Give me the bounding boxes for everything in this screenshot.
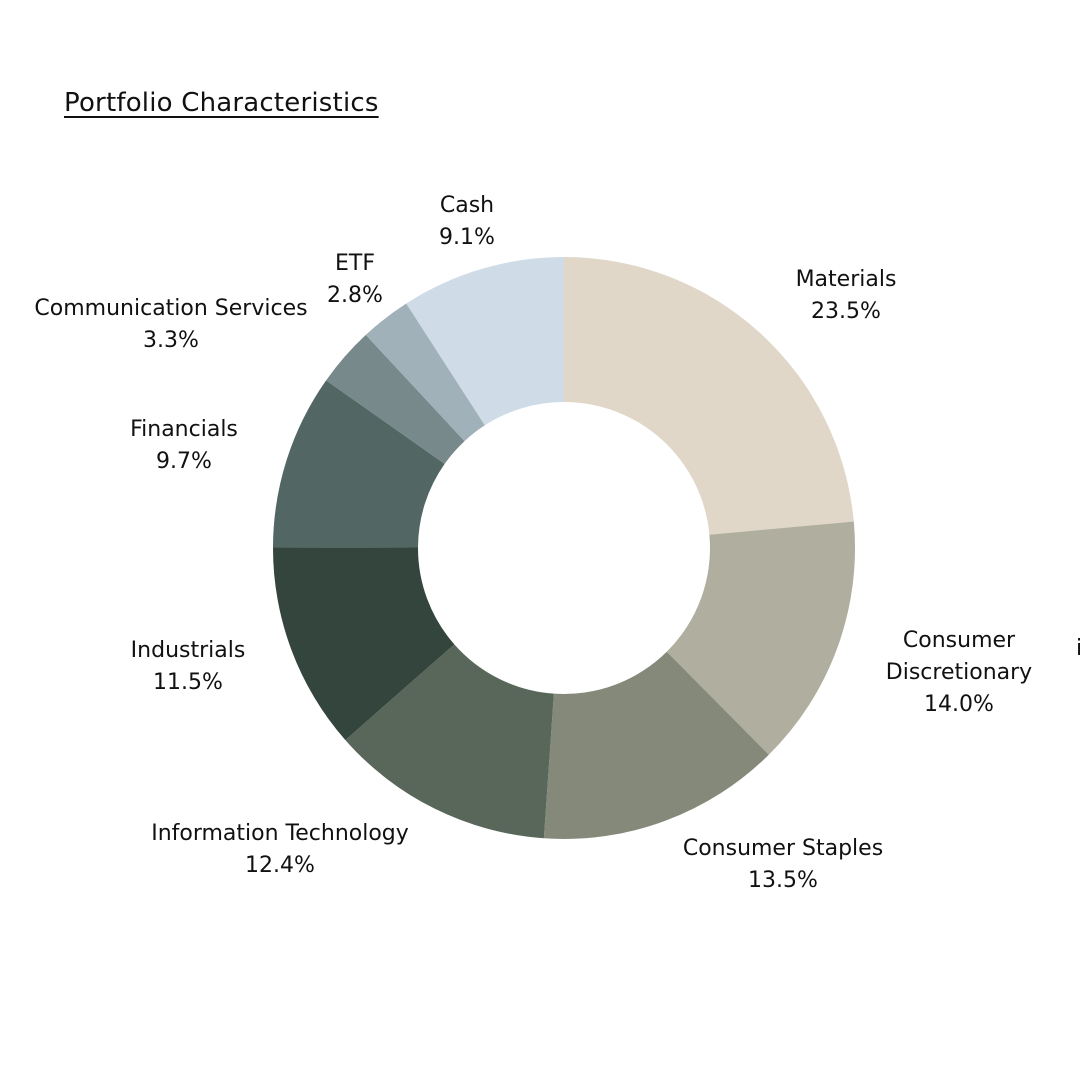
slice-etf (365, 303, 485, 442)
slice-value: 14.0% (924, 692, 994, 717)
slice-value: 3.3% (143, 328, 199, 353)
label-materials: Materials 23.5% (796, 264, 897, 328)
slice-value: 9.1% (439, 225, 495, 250)
slice-name: Financials (130, 417, 238, 442)
slice-value: 23.5% (811, 299, 881, 324)
slice-name: ETF (335, 251, 375, 276)
slice-value: 13.5% (748, 868, 818, 893)
slice-consumer-staples (543, 651, 769, 839)
slice-name: Information Technology (151, 821, 409, 846)
page-title: Portfolio Characteristics (64, 88, 379, 118)
slice-materials (564, 257, 854, 535)
slice-cash (406, 257, 564, 426)
label-industrials: Industrials 11.5% (131, 635, 246, 699)
slice-information-technology (345, 644, 554, 839)
slice-industrials (272, 547, 455, 741)
label-information-technology: Information Technology 12.4% (151, 818, 409, 882)
clipped-text-fragment: i (1076, 636, 1080, 661)
slice-consumer-discretionary (666, 521, 856, 755)
slice-value: 11.5% (153, 670, 223, 695)
label-etf: ETF 2.8% (327, 248, 383, 312)
label-consumer-discretionary: Consumer Discretionary 14.0% (886, 625, 1032, 721)
slice-name: Consumer Staples (682, 836, 884, 861)
slice-financials (273, 380, 445, 548)
slice-communication-services (326, 334, 465, 464)
slice-name: Discretionary (885, 660, 1033, 685)
slice-value: 2.8% (327, 283, 383, 308)
slice-value: 12.4% (245, 853, 315, 878)
slice-name: Cash (439, 193, 495, 218)
label-communication-services: Communication Services 3.3% (34, 293, 307, 357)
slice-value: 9.7% (156, 449, 212, 474)
label-cash: Cash 9.1% (439, 190, 495, 254)
label-financials: Financials 9.7% (130, 414, 238, 478)
slice-name: Consumer (902, 628, 1016, 653)
slice-name: Materials (795, 267, 897, 292)
label-consumer-staples: Consumer Staples 13.5% (683, 833, 883, 897)
slice-name: Communication Services (34, 296, 308, 321)
slice-name: Industrials (130, 638, 246, 663)
